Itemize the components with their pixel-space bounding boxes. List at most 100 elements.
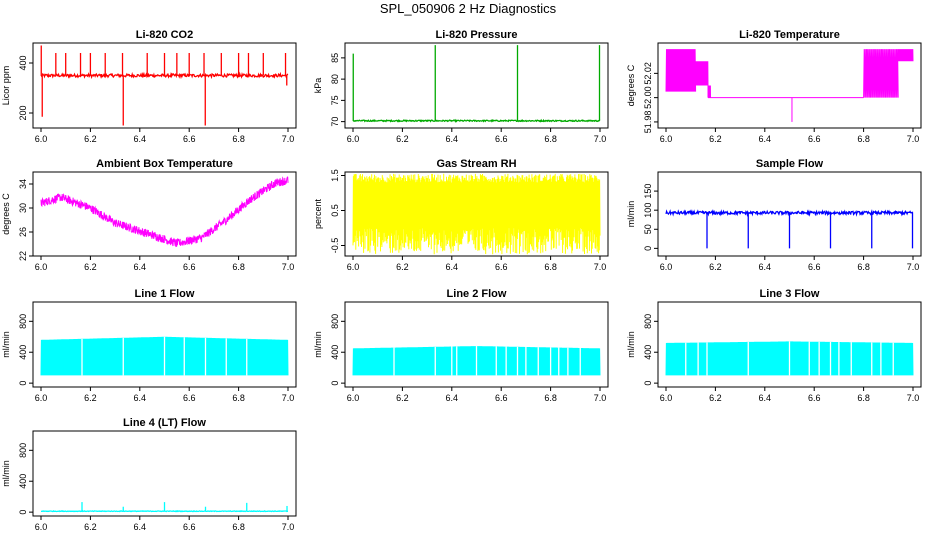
plot-frame [657,171,922,257]
plot-frame [32,171,297,257]
y-tick-label: 22 [18,251,28,261]
series-flow [665,209,914,249]
x-tick-label: 6.8 [857,262,870,272]
plot-frame [344,171,609,257]
y-axis-label: degrees C [1,193,11,235]
y-tick-label: 200 [18,105,28,120]
x-tick-label: 6.8 [857,393,870,403]
x-tick-label: 6.6 [495,262,508,272]
dense-segment [695,61,709,86]
x-tick-label: 6.6 [183,393,196,403]
panel-title: Li-820 Temperature [739,29,840,41]
y-tick-label: 400 [18,55,28,70]
y-axis-label: percent [313,198,323,229]
panel-title: Li-820 CO2 [136,29,193,41]
y-tick-label: 100 [643,203,653,218]
x-tick-label: 6.0 [347,393,360,403]
series-box-temp [40,175,289,248]
panel-line2: Line 2 Flow ml/min 6.0 6.2 6.4 6.6 6.8 7.0 0 400 8… [313,288,609,403]
y-tick-label: 50 [643,224,653,234]
panel-title: Line 1 Flow [135,288,195,300]
y-tick-label: 400 [18,345,28,360]
y-axis-label: ml/min [1,460,11,487]
x-tick-label: 6.4 [134,522,147,532]
x-tick-label: 6.0 [660,134,673,144]
y-tick-label: 0 [18,381,28,386]
x-tick-label: 6.2 [709,393,722,403]
x-tick-label: 6.4 [134,393,147,403]
x-tick-label: 7.0 [907,262,920,272]
x-tick-label: 6.0 [660,393,673,403]
x-tick-label: 6.6 [808,393,821,403]
y-tick-label: 400 [18,474,28,489]
y-tick-label: 30 [18,203,28,213]
series-pressure [352,45,601,123]
x-tick-label: 6.4 [446,393,459,403]
x-tick-label: 6.2 [396,393,409,403]
x-tick-label: 6.2 [84,134,97,144]
figure-title: SPL_050906 2 Hz Diagnostics [379,1,557,16]
y-tick-label: 51.98 [643,111,653,134]
x-tick-label: 6.6 [183,134,196,144]
y-tick-label: 52.00 [643,86,653,109]
y-axis-label: ml/min [626,201,636,228]
y-tick-label: 800 [643,314,653,329]
y-tick-label: 800 [18,314,28,329]
y-tick-label: -0.5 [330,238,340,254]
x-tick-label: 6.4 [134,262,147,272]
plot-frame [32,42,297,129]
x-tick-label: 6.6 [808,134,821,144]
x-tick-label: 6.8 [857,134,870,144]
plot-frame [344,42,609,129]
x-tick-label: 6.0 [660,262,673,272]
y-tick-label: 800 [330,314,340,329]
plot-frame [32,430,297,517]
x-tick-label: 6.4 [759,262,772,272]
x-tick-label: 6.0 [35,134,48,144]
x-tick-label: 6.8 [232,522,245,532]
x-tick-label: 6.8 [544,134,557,144]
panel-pressure: Li-820 Pressure kPa 6.0 6.2 6.4 6.6 6.8 7.0 70 75… [313,29,609,144]
series-line-3 [665,341,914,376]
y-tick-label: 150 [643,184,653,199]
y-tick-label: 70 [330,117,340,127]
x-tick-label: 6.2 [84,522,97,532]
dense-segment [863,49,899,98]
panel-sample-flow: Sample Flow ml/min 6.0 6.2 6.4 6.6 6.8 7.0 0 50 10… [626,158,922,272]
y-axis-label: ml/min [313,331,323,358]
series-line-4 [41,502,289,513]
x-tick-label: 6.6 [495,393,508,403]
x-tick-label: 7.0 [594,134,607,144]
x-tick-label: 7.0 [282,134,295,144]
x-tick-label: 7.0 [282,522,295,532]
x-tick-label: 6.0 [35,393,48,403]
baseline-trace [352,118,601,123]
y-axis-label: degrees C [626,64,636,106]
x-tick-label: 6.8 [544,393,557,403]
dense-segment [665,49,697,92]
x-tick-label: 7.0 [282,393,295,403]
y-tick-label: 52.02 [643,62,653,85]
y-tick-label: 1.5 [330,169,340,182]
y-axis-label: Licor ppm [1,66,11,106]
band-trace [352,173,601,255]
plot-frame [32,301,297,388]
x-tick-label: 6.4 [446,262,459,272]
x-tick-label: 6.2 [84,262,97,272]
panel-rh: Gas Stream RH percent 6.0 6.2 6.4 6.6 6.8 7.0 -0… [313,158,609,272]
x-tick-label: 6.0 [347,262,360,272]
y-tick-label: 0 [330,381,340,386]
panel-line4: Line 4 (LT) Flow ml/min 6.0 6.2 6.4 6.6 6.8 7.0… [1,417,297,532]
y-axis-label: kPa [313,78,323,94]
x-tick-label: 6.0 [35,522,48,532]
temperature-trace [40,175,289,248]
dense-segment [707,85,711,98]
panel-title: Ambient Box Temperature [96,158,233,170]
series-temperature [665,49,914,122]
x-tick-label: 6.6 [183,522,196,532]
y-tick-label: 26 [18,227,28,237]
y-tick-label: 400 [330,345,340,360]
panel-title: Sample Flow [756,158,824,170]
y-tick-label: 800 [18,443,28,458]
